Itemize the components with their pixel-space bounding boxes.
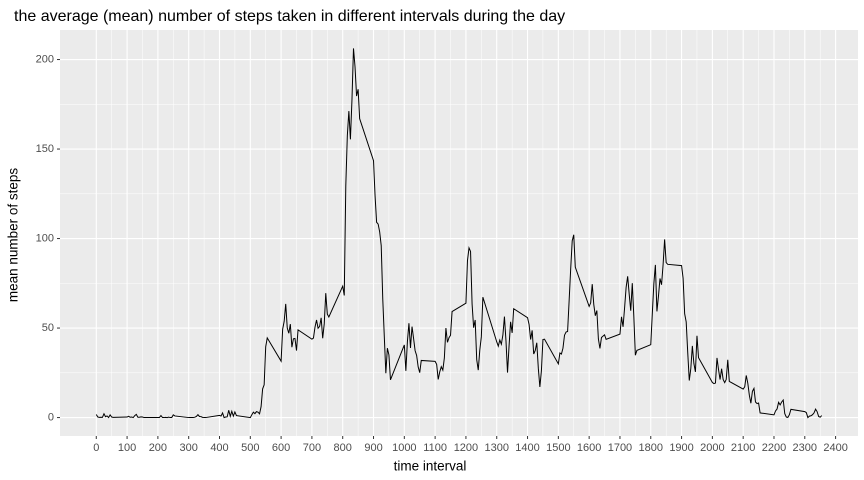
x-tick-label: 100 <box>118 442 136 454</box>
x-tick-label: 1500 <box>546 442 570 454</box>
x-tick-label: 300 <box>180 442 198 454</box>
y-tick-label: 0 <box>48 411 54 423</box>
x-tick-label: 700 <box>303 442 321 454</box>
x-tick-label: 2400 <box>823 442 847 454</box>
x-tick-label: 2100 <box>731 442 755 454</box>
chart-title: the average (mean) number of steps taken… <box>14 8 565 25</box>
x-tick-label: 1900 <box>669 442 693 454</box>
x-tick-label: 200 <box>149 442 167 454</box>
x-tick-label: 2300 <box>793 442 817 454</box>
x-tick-label: 1300 <box>484 442 508 454</box>
x-tick-label: 1800 <box>639 442 663 454</box>
x-tick-label: 900 <box>364 442 382 454</box>
y-tick-label: 200 <box>36 53 54 65</box>
y-axis-label: mean number of steps <box>6 168 21 303</box>
y-tick-label: 100 <box>36 232 54 244</box>
x-tick-label: 1100 <box>423 442 447 454</box>
x-axis-label: time interval <box>394 459 467 474</box>
x-tick-label: 1000 <box>392 442 416 454</box>
x-tick-label: 1700 <box>608 442 632 454</box>
x-tick-label: 800 <box>334 442 352 454</box>
x-tick-label: 1200 <box>454 442 478 454</box>
x-tick-label: 1600 <box>577 442 601 454</box>
x-tick-label: 600 <box>272 442 290 454</box>
x-tick-label: 2000 <box>700 442 724 454</box>
x-tick-label: 500 <box>241 442 259 454</box>
y-tick-label: 50 <box>42 322 54 334</box>
x-tick-label: 0 <box>93 442 99 454</box>
x-tick-label: 1400 <box>515 442 539 454</box>
y-tick-label: 150 <box>36 143 54 155</box>
x-tick-label: 400 <box>210 442 228 454</box>
line <box>95 48 823 419</box>
plot-panel <box>60 30 858 436</box>
x-tick-label: 2200 <box>762 442 786 454</box>
